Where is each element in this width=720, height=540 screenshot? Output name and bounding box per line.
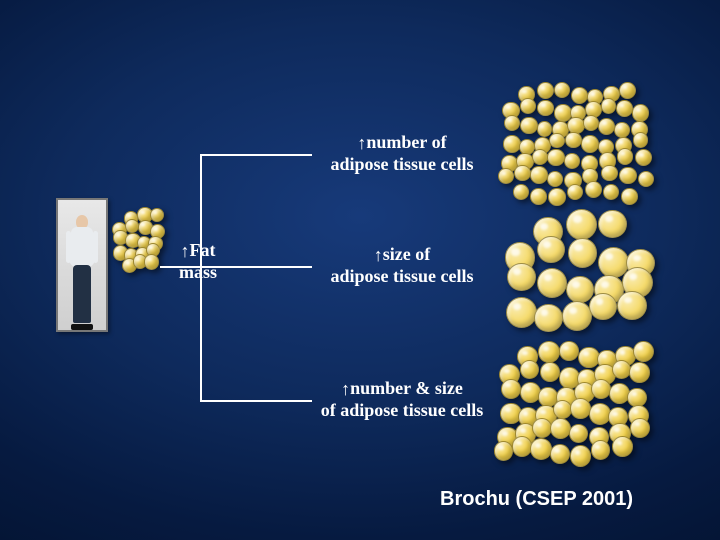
slide: ↑Fat mass ↑number of adipose tissue cell… bbox=[0, 0, 720, 540]
citation: Brochu (CSEP 2001) bbox=[440, 488, 633, 511]
label-size-of-cells: ↑size of adipose tissue cells bbox=[312, 244, 492, 287]
adipose-cluster-hypertrophy bbox=[500, 215, 650, 325]
label-number-and-size: ↑number & size of adipose tissue cells bbox=[302, 378, 502, 421]
adipose-cluster-hyperplasia bbox=[500, 85, 650, 200]
up-arrow-icon: ↑ bbox=[374, 245, 383, 267]
adipose-cluster-both bbox=[496, 345, 651, 460]
person-figure bbox=[56, 198, 108, 332]
adipose-cluster-source bbox=[110, 210, 160, 270]
up-arrow-icon: ↑ bbox=[357, 133, 366, 155]
up-arrow-icon: ↑ bbox=[181, 241, 190, 263]
up-arrow-icon: ↑ bbox=[341, 379, 350, 401]
fat-mass-label: ↑Fat mass bbox=[158, 240, 238, 283]
label-number-of-cells: ↑number of adipose tissue cells bbox=[312, 132, 492, 175]
